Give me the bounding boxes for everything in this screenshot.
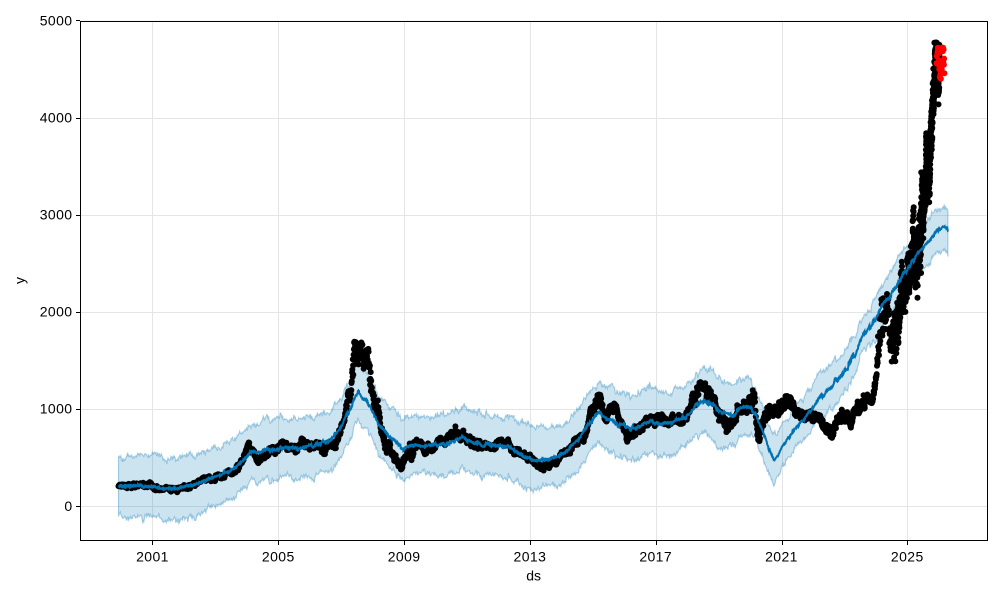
svg-text:2025: 2025 — [891, 549, 924, 565]
svg-text:1000: 1000 — [40, 401, 73, 417]
svg-text:2021: 2021 — [765, 549, 798, 565]
svg-text:4000: 4000 — [40, 109, 73, 125]
svg-text:3000: 3000 — [40, 207, 73, 223]
svg-text:ds: ds — [526, 568, 541, 584]
svg-text:2000: 2000 — [40, 304, 73, 320]
svg-text:2013: 2013 — [514, 549, 547, 565]
svg-text:2001: 2001 — [136, 549, 169, 565]
svg-text:2005: 2005 — [262, 549, 295, 565]
svg-text:5000: 5000 — [40, 12, 73, 28]
svg-text:y: y — [12, 277, 28, 284]
svg-text:2017: 2017 — [639, 549, 672, 565]
svg-text:0: 0 — [64, 498, 72, 514]
svg-text:2009: 2009 — [388, 549, 421, 565]
